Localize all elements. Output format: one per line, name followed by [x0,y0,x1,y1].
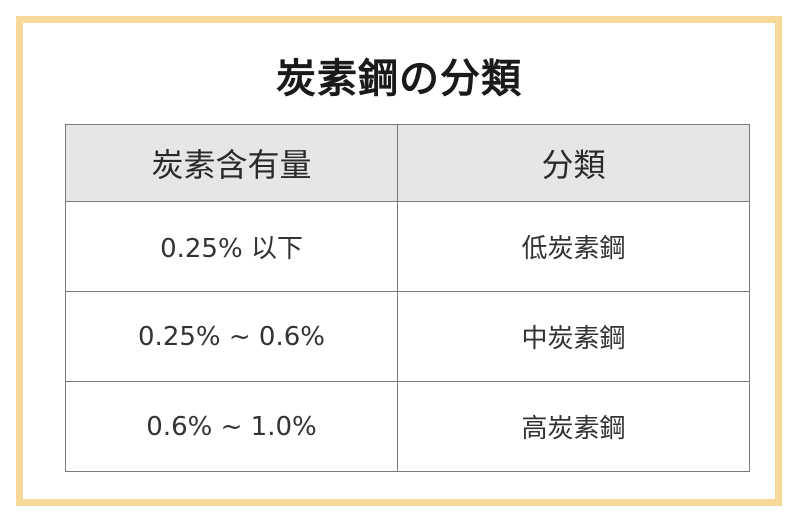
cell-carbon-content: 0.6% ~ 1.0% [65,381,398,472]
classification-table: 炭素含有量 分類 0.25% 以下 低炭素鋼 0.25% ~ 0.6% 中炭素鋼… [65,124,750,472]
cell-classification: 低炭素鋼 [397,201,750,292]
table-header-row: 炭素含有量 分類 [65,124,750,202]
cell-carbon-content: 0.25% 以下 [65,201,398,292]
cell-carbon-content: 0.25% ~ 0.6% [65,291,398,382]
cell-classification: 高炭素鋼 [397,381,750,472]
card-frame: 炭素鋼の分類 炭素含有量 分類 0.25% 以下 低炭素鋼 0.25% ~ 0.… [16,16,782,506]
header-classification: 分類 [397,124,750,202]
cell-classification: 中炭素鋼 [397,291,750,382]
table-row: 0.25% 以下 低炭素鋼 [65,201,750,292]
table-row: 0.25% ~ 0.6% 中炭素鋼 [65,291,750,382]
table-row: 0.6% ~ 1.0% 高炭素鋼 [65,381,750,472]
page-title: 炭素鋼の分類 [276,56,522,102]
header-carbon-content: 炭素含有量 [65,124,398,202]
